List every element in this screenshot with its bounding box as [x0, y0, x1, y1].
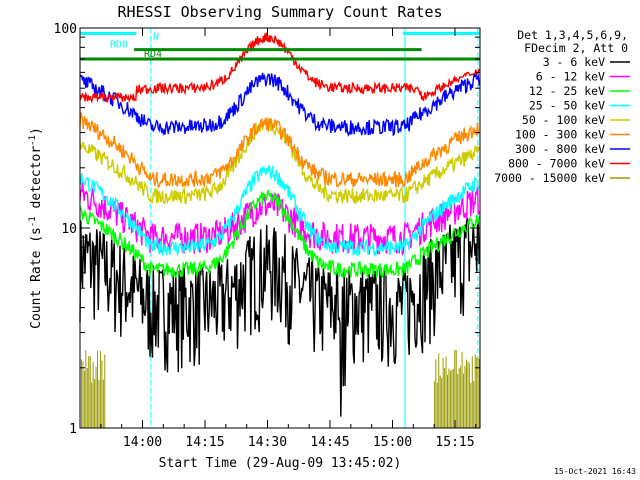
- series-100-300kev: [79, 112, 480, 189]
- y-tick-label: 1: [69, 422, 77, 437]
- annotation-rd4-label: RD4: [144, 49, 162, 60]
- series-6-12kev: [79, 181, 480, 257]
- series-3-6kev: [79, 217, 480, 417]
- series-800-7000kev: [79, 32, 480, 104]
- series-25-50kev: [79, 164, 480, 257]
- series-7000-15000-kev: [79, 349, 481, 428]
- x-tick-label: 14:30: [248, 435, 287, 450]
- annotation-n-label: N: [153, 31, 159, 42]
- plot-area: RD0 N RD4: [79, 28, 481, 428]
- chart-title: RHESSI Observing Summary Count Rates: [117, 3, 442, 21]
- legend-label: 25 - 50 keV: [529, 99, 605, 113]
- legend-header-line-1: Det 1,3,4,5,6,9,: [517, 28, 628, 42]
- annotation-rd0-label: RD0: [110, 39, 128, 50]
- legend-label: 7000 - 15000 keV: [494, 171, 605, 185]
- x-tick-label: 15:00: [373, 435, 412, 450]
- x-axis-label: Start Time (29-Aug-09 13:45:02): [159, 456, 402, 471]
- series-50-100kev: [79, 117, 480, 206]
- legend-label: 6 - 12 keV: [536, 70, 605, 84]
- x-tick-label: 14:45: [310, 435, 349, 450]
- legend: Det 1,3,4,5,6,9, FDecim 2, Att 0 3 - 6 k…: [494, 28, 630, 185]
- legend-label: 300 - 800 keV: [515, 142, 605, 156]
- legend-label: 100 - 300 keV: [515, 128, 605, 142]
- legend-label: 800 - 7000 keV: [508, 157, 605, 171]
- legend-label: 50 - 100 keV: [522, 113, 605, 127]
- series-300-800kev: [79, 72, 480, 138]
- y-axis-label: Count Rate (s-1 detector-1): [28, 127, 44, 329]
- legend-label: 3 - 6 keV: [543, 55, 605, 69]
- x-tick-label: 14:00: [123, 435, 162, 450]
- y-axis: 1 10 100: [54, 22, 480, 437]
- y-tick-label: 10: [61, 222, 77, 237]
- legend-header-line-2: FDecim 2, Att 0: [524, 41, 628, 55]
- timestamp: 15-Oct-2021 16:43: [554, 467, 636, 476]
- y-tick-label: 100: [54, 22, 77, 37]
- x-tick-label: 14:15: [185, 435, 224, 450]
- legend-label: 12 - 25 keV: [529, 84, 605, 98]
- x-axis: 14:00 14:15 14:30 14:45 15:00 15:15: [79, 28, 477, 450]
- x-tick-label: 15:15: [435, 435, 474, 450]
- series-12-25kev: [79, 189, 480, 279]
